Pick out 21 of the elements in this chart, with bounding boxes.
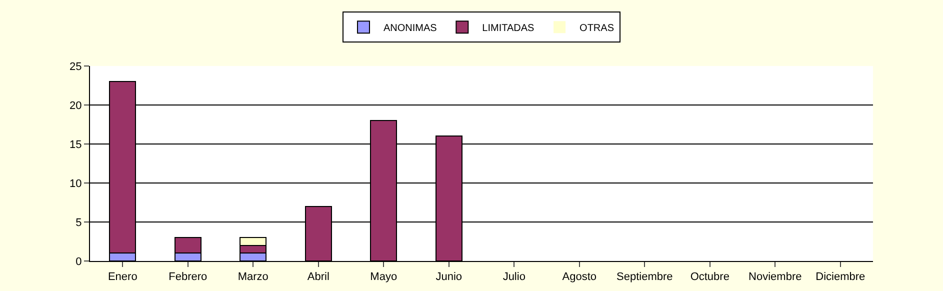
y-tick-label: 0 xyxy=(76,256,82,268)
x-tick-label: Junio xyxy=(436,271,462,284)
x-tick-label: Enero xyxy=(108,271,138,284)
x-tick-label: Octubre xyxy=(690,271,730,284)
x-tick-label: Julio xyxy=(502,271,526,284)
x-tick-label: Marzo xyxy=(238,271,268,284)
legend-label: LIMITADAS xyxy=(482,23,535,34)
y-tick-label: 25 xyxy=(70,60,82,73)
x-tick-label: Febrero xyxy=(168,271,208,284)
x-tick-label: Noviembre xyxy=(748,271,802,284)
x-tick-label: Agosto xyxy=(562,271,597,284)
y-tick-label: 15 xyxy=(70,138,82,151)
y-tick-label: 10 xyxy=(70,178,82,190)
x-tick-label: Abril xyxy=(307,271,330,284)
x-tick-label: Mayo xyxy=(370,271,398,284)
x-tick-label: Diciembre xyxy=(816,271,866,284)
y-tick-label: 20 xyxy=(70,100,82,112)
legend-label: OTRAS xyxy=(580,23,614,34)
x-tick-label: Septiembre xyxy=(616,271,673,284)
y-tick-label: 5 xyxy=(76,216,82,229)
legend-label: ANONIMAS xyxy=(384,23,438,34)
